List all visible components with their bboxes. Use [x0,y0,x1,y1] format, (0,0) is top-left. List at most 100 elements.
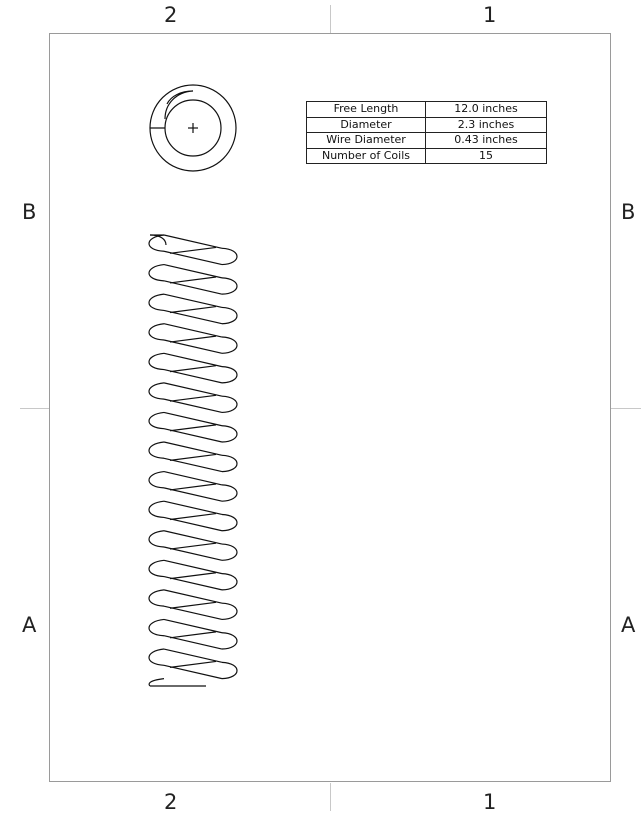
coil-left-bulge [148,500,165,519]
zone-label-left-B: B [22,200,37,224]
coil-front-edge-upper [163,530,223,545]
spec-label: Free Length [306,101,426,118]
coil-front-edge-lower [163,575,223,591]
coil-back-edge [169,631,217,639]
coil-right-bulge [221,513,238,532]
drawing-sheet-border [49,33,611,782]
zone-label-top-2: 2 [164,3,178,27]
end-view-wire-end [150,90,194,129]
spring-side-view [148,234,238,687]
spec-row-number-of-coils: Number of Coils 15 [306,147,547,164]
coil-front-edge-lower [163,428,223,443]
left-middle-tick [20,408,49,409]
spring-end-view [149,84,237,172]
coil-front-edge-lower [163,280,223,295]
coil-back-edge [169,394,217,402]
spec-label: Number of Coils [306,147,426,164]
coil-front-edge-upper [163,618,223,634]
spec-label: Wire Diameter [306,132,426,149]
coil-left-bulge [148,441,165,459]
coil-front-edge-upper [163,589,223,604]
coil-back-edge [169,276,217,284]
coil-left-bulge [148,293,165,312]
coil-right-bulge [221,366,238,384]
coil-right-bulge [221,484,238,502]
coil-front-edge-lower [163,546,223,561]
coil-front-edge-upper [163,471,223,486]
zone-label-right-B: B [621,200,636,224]
coil-right-bulge [221,602,238,621]
coil-left-bulge [148,530,165,548]
zone-label-right-A: A [621,613,636,637]
coil-right-bulge [221,454,238,473]
coil-right-bulge [221,306,238,325]
coil-back-edge [169,246,217,254]
coil-front-edge-lower [163,398,223,414]
spec-value: 2.3 inches [425,116,547,133]
coil-back-edge [169,660,217,668]
coil-front-edge-upper [163,411,223,427]
coil-back-edge [169,453,217,461]
coil-front-edge-upper [163,648,223,663]
coil-front-edge-upper [163,323,223,338]
coil-left-bulge [148,618,165,637]
coil-back-edge [169,601,217,609]
coil-front-edge-upper [163,382,223,397]
coil-right-bulge [221,573,238,591]
coil-front-edge-lower [163,516,223,532]
coil-front-edge-lower [163,250,223,266]
spec-value: 0.43 inches [425,132,547,149]
coil-front-edge-upper [163,234,223,249]
coil-left-bulge [148,589,165,607]
coil-left-bulge [148,648,165,666]
coil-front-edge-lower [163,605,223,621]
coil-front-edge-lower [163,664,223,680]
coil-front-edge-upper [163,441,223,456]
coil-left-bulge [148,323,165,341]
coil-left-bulge [148,559,165,578]
zone-label-top-1: 1 [483,3,497,27]
zone-label-bottom-2: 2 [164,790,178,814]
coil-front-edge-lower [163,309,223,325]
coil-right-bulge [221,277,238,295]
coil-back-edge [169,542,217,550]
coil-back-edge [169,483,217,491]
coil-right-bulge [221,543,238,561]
spec-row-free-length: Free Length 12.0 inches [306,101,547,118]
coil-left-bulge [148,352,165,371]
coil-right-bulge [221,395,238,414]
coil-back-edge [169,512,217,521]
right-middle-tick [611,408,641,409]
spec-row-diameter: Diameter 2.3 inches [306,116,547,133]
coil-left-bulge [148,263,165,282]
coil-right-bulge [221,247,238,266]
coil-front-edge-upper [163,500,223,516]
coil-front-edge-upper [163,559,223,575]
top-center-tick [330,5,331,33]
coil-front-edge-upper [163,293,223,309]
coil-left-bulge [148,382,165,400]
coil-right-bulge [221,425,238,443]
coil-right-bulge [221,661,238,680]
coil-front-edge-lower [163,368,223,384]
spec-value: 12.0 inches [425,101,547,118]
zone-label-bottom-1: 1 [483,790,497,814]
coil-front-edge-upper [163,263,223,279]
coil-left-bulge [148,411,165,430]
coil-back-edge [169,305,217,314]
coil-back-edge [169,335,217,343]
coil-back-edge [169,365,217,373]
spring-top-hook [149,234,167,246]
spring-bottom-left [148,678,165,687]
coil-front-edge-lower [163,457,223,473]
coil-right-bulge [221,336,238,354]
coil-front-edge-lower [163,635,223,650]
spec-value: 15 [425,147,547,164]
coil-left-bulge [148,234,165,252]
coil-front-edge-lower [163,487,223,502]
spec-row-wire-diameter: Wire Diameter 0.43 inches [306,132,547,149]
coil-left-bulge [148,470,165,489]
spec-label: Diameter [306,116,426,133]
coil-front-edge-lower [163,339,223,354]
